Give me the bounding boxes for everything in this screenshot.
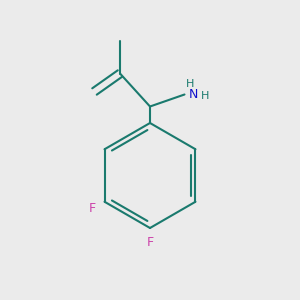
Text: H: H — [201, 91, 210, 101]
Text: F: F — [146, 236, 154, 249]
Text: N: N — [189, 88, 198, 101]
Text: F: F — [88, 202, 96, 215]
Text: H: H — [186, 79, 195, 89]
